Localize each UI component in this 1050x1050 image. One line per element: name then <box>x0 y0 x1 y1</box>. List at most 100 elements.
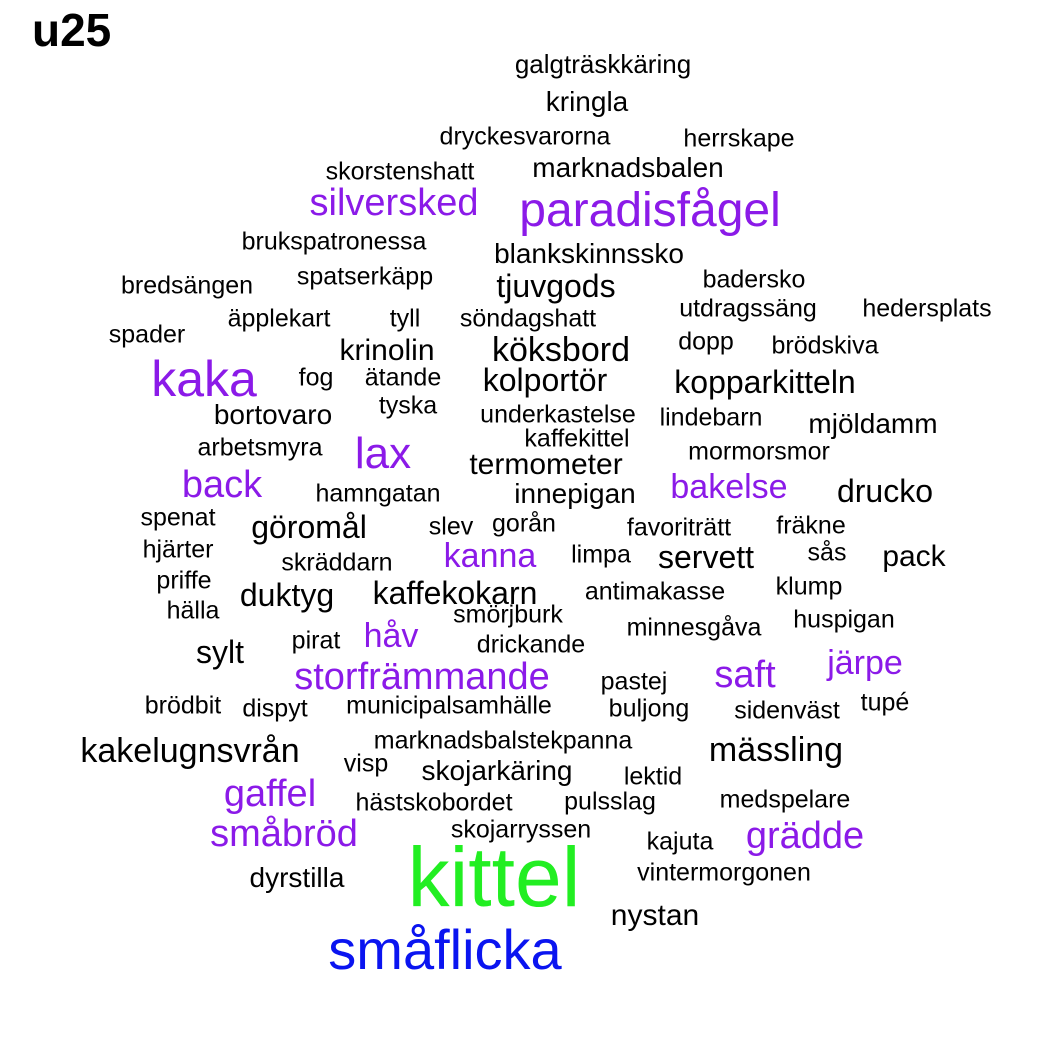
word-97: kittel <box>407 830 581 924</box>
word-86: lektid <box>623 762 683 791</box>
word-95: vintermorgonen <box>637 858 811 887</box>
word-54: servett <box>657 539 755 575</box>
word-11: bredsängen <box>120 271 254 300</box>
word-55: sås <box>807 538 847 567</box>
word-96: dyrstilla <box>249 862 345 893</box>
word-68: pirat <box>291 626 341 655</box>
word-2: kringla <box>545 86 629 117</box>
word-83: mässling <box>708 731 844 769</box>
word-39: termometer <box>469 448 623 481</box>
word-91: skojarryssen <box>450 815 592 844</box>
word-58: priffe <box>156 566 212 595</box>
word-51: hjärter <box>142 535 214 564</box>
word-3: dryckesvarorna <box>439 122 611 151</box>
word-48: gorån <box>492 509 556 538</box>
word-42: hamngatan <box>315 479 441 508</box>
word-80: tupé <box>860 688 910 717</box>
word-24: brödskiva <box>771 331 879 360</box>
word-75: brödbit <box>144 691 222 720</box>
word-17: äpplekart <box>227 304 331 333</box>
word-66: minnesgåva <box>626 613 762 642</box>
word-67: håv <box>363 617 419 655</box>
word-65: huspigan <box>793 605 895 634</box>
word-41: bakelse <box>670 468 788 506</box>
word-18: tyll <box>389 304 421 333</box>
word-35: kaffekittel <box>524 424 630 453</box>
word-6: marknadsbalen <box>532 152 724 183</box>
word-44: drucko <box>836 473 934 509</box>
word-20: spader <box>108 320 186 349</box>
word-37: lax <box>354 429 412 478</box>
word-78: buljong <box>608 694 690 723</box>
word-9: brukspatronessa <box>241 227 427 256</box>
word-79: sidenväst <box>734 696 840 725</box>
word-40: back <box>181 464 263 506</box>
word-13: tjuvgods <box>496 268 616 304</box>
word-1: galgträskkäring <box>514 49 692 79</box>
word-72: storfrämmande <box>294 656 550 698</box>
word-30: tyska <box>378 391 438 420</box>
word-33: lindebarn <box>659 403 763 432</box>
word-36: arbetsmyra <box>197 433 323 462</box>
word-45: spenat <box>140 503 216 532</box>
word-16: hedersplats <box>862 294 992 323</box>
word-25: kaka <box>151 351 257 407</box>
word-23: dopp <box>678 327 734 356</box>
word-84: visp <box>343 749 389 778</box>
word-47: slev <box>428 512 474 541</box>
word-98: nystan <box>610 899 700 932</box>
word-70: sylt <box>196 634 244 670</box>
word-62: antimakasse <box>584 577 726 606</box>
word-46: göromål <box>251 509 367 545</box>
word-64: smörjburk <box>453 600 563 629</box>
cloud-title: u25 <box>32 4 112 56</box>
word-28: kolportör <box>482 362 608 398</box>
word-49: favoriträtt <box>626 513 732 542</box>
word-89: hästskobordet <box>355 788 513 817</box>
word-5: skorstenshatt <box>325 157 475 186</box>
word-26: fog <box>298 363 334 392</box>
word-81: marknadsbalstekpanna <box>373 726 633 755</box>
word-32: underkastelse <box>480 400 636 429</box>
word-10: blankskinnssko <box>494 238 684 269</box>
word-22: köksbord <box>492 331 630 369</box>
word-90: pulsslag <box>564 787 656 816</box>
word-61: kaffekokarn <box>372 575 538 611</box>
word-60: duktyg <box>239 577 335 613</box>
word-15: utdragssäng <box>679 294 817 323</box>
word-50: fräkne <box>776 511 846 540</box>
word-73: saft <box>714 654 776 696</box>
word-27: ätande <box>364 363 442 392</box>
word-43: innepigan <box>514 478 636 509</box>
word-74: pastej <box>600 667 668 696</box>
word-77: municipalsamhälle <box>346 691 552 720</box>
word-53: limpa <box>571 540 631 569</box>
word-82: kakelugnsvrån <box>80 732 300 770</box>
word-8: paradisfågel <box>519 184 781 237</box>
word-76: dispyt <box>242 694 308 723</box>
word-4: herrskape <box>683 124 795 153</box>
word-56: pack <box>882 540 946 573</box>
word-19: söndagshatt <box>459 304 597 333</box>
word-88: medspelare <box>719 785 851 814</box>
word-7: silversked <box>309 182 479 224</box>
word-29: kopparkitteln <box>674 364 856 400</box>
word-59: klump <box>775 572 843 601</box>
word-93: kajuta <box>646 827 714 856</box>
word-57: skräddarn <box>281 548 393 577</box>
word-31: bortovaro <box>213 399 333 430</box>
word-14: badersko <box>702 265 806 294</box>
word-12: spatserkäpp <box>296 262 434 291</box>
word-69: drickande <box>476 630 586 659</box>
word-34: mjöldamm <box>808 408 938 439</box>
word-87: gaffel <box>223 773 317 815</box>
word-71: järpe <box>827 644 903 682</box>
word-63: hälla <box>166 596 220 625</box>
word-92: småbröd <box>210 813 358 855</box>
word-99: småflicka <box>328 918 562 981</box>
word-94: grädde <box>745 815 865 857</box>
word-85: skojarkäring <box>421 755 573 786</box>
word-52: kanna <box>443 537 537 575</box>
word-38: mormorsmor <box>688 437 830 466</box>
